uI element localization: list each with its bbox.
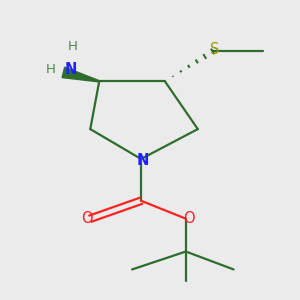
Text: N: N <box>136 153 149 168</box>
Text: O: O <box>183 211 195 226</box>
Text: N: N <box>65 62 77 77</box>
Text: H: H <box>46 63 56 76</box>
Text: S: S <box>209 43 219 58</box>
Text: O: O <box>82 211 93 226</box>
Polygon shape <box>62 67 99 82</box>
Text: H: H <box>68 40 77 53</box>
